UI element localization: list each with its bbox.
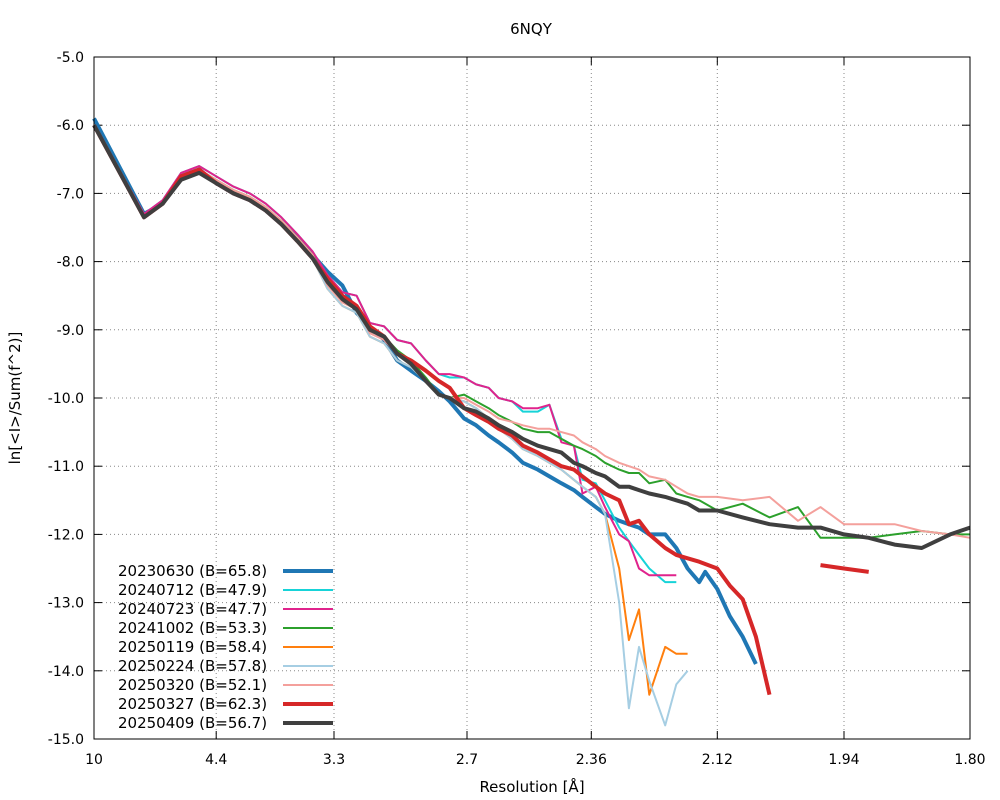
x-tick-label: 3.3 — [323, 752, 345, 768]
legend-label: 20240723 (B=47.7) — [118, 600, 267, 618]
legend-label: 20240712 (B=47.9) — [118, 581, 267, 599]
legend-label: 20250320 (B=52.1) — [118, 676, 267, 694]
series-line-3 — [93, 124, 677, 577]
y-tick-label: -15.0 — [48, 732, 84, 748]
y-tick-label: -14.0 — [48, 664, 84, 680]
x-tick-label: 1.80 — [954, 752, 985, 768]
series-line-9 — [92, 124, 971, 550]
legend-label: 20250119 (B=58.4) — [118, 638, 267, 656]
legend-label: 20241002 (B=53.3) — [118, 619, 267, 637]
legend-label: 20230630 (B=65.8) — [118, 562, 267, 580]
y-tick-label: -5.0 — [57, 50, 84, 66]
x-tick-label: 1.94 — [828, 752, 859, 768]
legend-label: 20250409 (B=56.7) — [118, 714, 267, 732]
y-tick-label: -13.0 — [48, 596, 84, 612]
plot-frame — [93, 56, 971, 740]
y-tick-label: -10.0 — [48, 391, 84, 407]
x-axis-title: Resolution [Å] — [479, 777, 584, 796]
series-line-7 — [93, 124, 971, 539]
legend-label: 20250224 (B=57.8) — [118, 657, 267, 675]
y-tick-label: -8.0 — [57, 255, 84, 271]
y-tick-label: -7.0 — [57, 186, 84, 202]
series-line-2 — [93, 124, 677, 584]
legend: 20230630 (B=65.8)20240712 (B=47.9)202407… — [118, 562, 333, 732]
x-tick-label: 4.4 — [205, 752, 227, 768]
x-tick-label: 2.36 — [576, 752, 607, 768]
series-lines — [92, 117, 971, 727]
x-tick-label: 2.12 — [702, 752, 733, 768]
x-tick-label: 2.7 — [456, 752, 478, 768]
y-tick-label: -11.0 — [48, 459, 84, 475]
chart-title: 6NQY — [510, 20, 553, 38]
x-tick-label: 10 — [85, 752, 103, 768]
axis-ticks: -5.0 -6.0 -7.0 -8.0 -9.0 -10.0 -11.0 -12.0 -13.0… — [48, 50, 986, 768]
legend-label: 20250327 (B=62.3) — [118, 695, 267, 713]
y-tick-label: -9.0 — [57, 323, 84, 339]
y-tick-label: -6.0 — [57, 118, 84, 134]
y-axis-title: ln[<I>/Sum(f^2)] — [6, 332, 24, 465]
y-tick-label: -12.0 — [48, 527, 84, 543]
